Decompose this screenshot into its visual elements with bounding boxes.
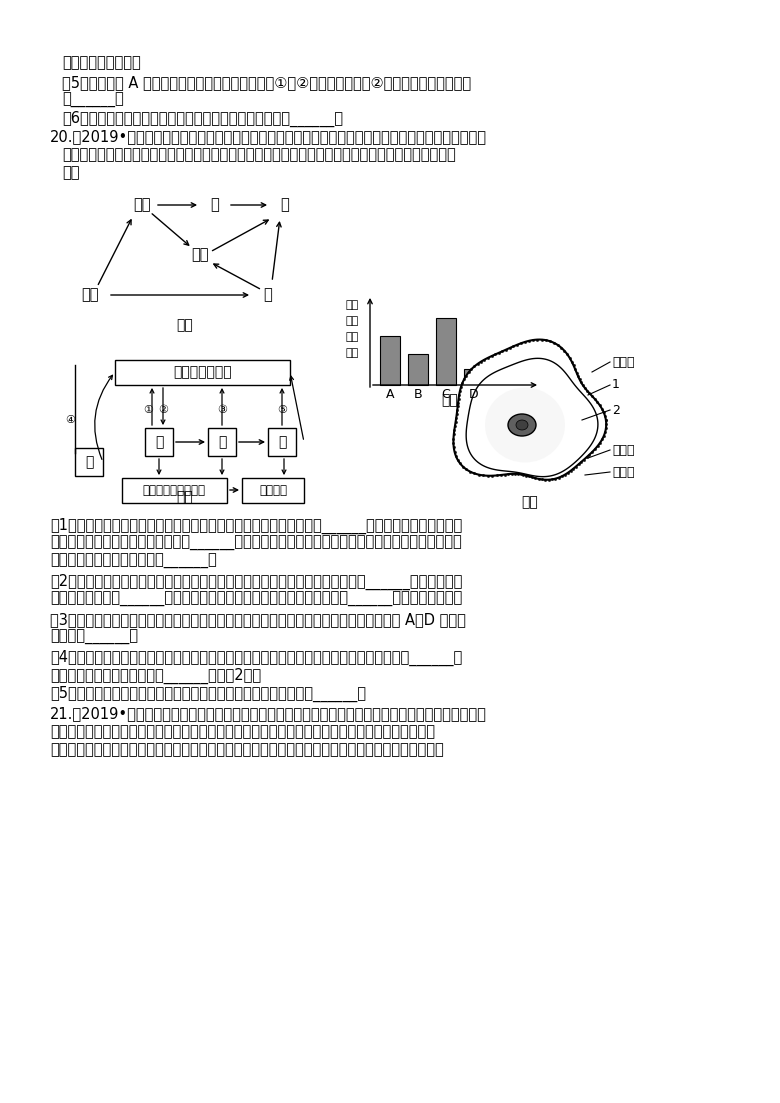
Polygon shape [453, 340, 606, 480]
Ellipse shape [485, 387, 565, 462]
Text: 图三: 图三 [176, 490, 193, 504]
Text: 有的有毒物质最少。: 有的有毒物质最少。 [62, 55, 140, 69]
Bar [122, 478, 227, 503]
Text: 题：: 题： [62, 165, 80, 180]
Text: 野兔: 野兔 [133, 197, 151, 213]
Text: C: C [441, 388, 450, 401]
Text: 20.（2019•市南区二模）图一表示草原生态系统中部分生物间的捕食关系，图二表示有毒物质在生物体内: 20.（2019•市南区二模）图一表示草原生态系统中部分生物间的捕食关系，图二表… [50, 129, 487, 144]
Text: 2: 2 [612, 404, 620, 417]
Text: 间的关系示意图，甲、乙存在捕食关系，饼形图表示它们体内有毒物质的相对含量，请回答下列问题：: 间的关系示意图，甲、乙存在捕食关系，饼形图表示它们体内有毒物质的相对含量，请回答… [50, 742, 444, 757]
Text: 丁: 丁 [85, 456, 93, 469]
Text: ⑤: ⑤ [277, 405, 287, 415]
Text: 蛇: 蛇 [281, 197, 289, 213]
Bar [464, 368, 484, 385]
Text: 的相对含量，图三表示生态系统物质循环的全过程，图四是某同学画的植物细胞结构图。请分析回答问: 的相对含量，图三表示生态系统物质循环的全过程，图四是某同学画的植物细胞结构图。请… [62, 147, 456, 162]
Bar [268, 428, 296, 456]
Text: 自然界中的作用是______。图三中能分解有机物，释放能量的生理作用有______（用数字表示）。: 自然界中的作用是______。图三中能分解有机物，释放能量的生理作用有_____… [50, 592, 463, 607]
Text: （4）在生物分类过程中，可以将图一消费者中的野兔、狐玖、鼠分成一类，他们生殖特点是______，: （4）在生物分类过程中，可以将图一消费者中的野兔、狐玖、鼠分成一类，他们生殖特点… [50, 650, 463, 666]
Text: 大气中二氧化碳: 大气中二氧化碳 [173, 365, 232, 379]
Text: ④: ④ [65, 415, 75, 425]
Text: 甲: 甲 [154, 435, 163, 449]
Text: 1: 1 [612, 378, 620, 392]
Text: 有相: 有相 [346, 300, 359, 310]
Text: 质量: 质量 [346, 349, 359, 358]
Bar [115, 360, 290, 385]
Text: 植物: 植物 [81, 288, 99, 302]
Text: 图一中的______。: 图一中的______。 [50, 630, 138, 645]
Text: （5）图四是某同学画的植物细胞结构图，请指出其中的错误之处：______。: （5）图四是某同学画的植物细胞结构图，请指出其中的错误之处：______。 [50, 686, 366, 703]
Text: 图四: 图四 [522, 495, 538, 508]
Text: 实习和考察，图一是同学们在调查海洋生态系统时绘制的食物网简图，图二表该生态系统中各成分之: 实习和考察，图一是同学们在调查海洋生态系统时绘制的食物网简图，图二表该生态系统中… [50, 724, 435, 739]
Text: A: A [386, 388, 394, 401]
Text: ③: ③ [217, 405, 227, 415]
Text: 节能力不如森林生态系统强，原因是______，草场具有防风固沙的作用，鼠的数量激增又会破坏草场，: 节能力不如森林生态系统强，原因是______，草场具有防风固沙的作用，鼠的数量激… [50, 536, 462, 552]
Text: 的______。: 的______。 [62, 93, 124, 108]
Bar [408, 353, 428, 385]
Ellipse shape [516, 420, 528, 430]
Text: 从生物与环境的关系角度说明______。: 从生物与环境的关系角度说明______。 [50, 554, 217, 569]
Text: 狐玖: 狐玖 [191, 247, 209, 263]
Text: 21.（2019•市北区一模）美丽的青岛市著名的旅游度假区，其丰富的海洋生物资源也吸引了很多学生前来: 21.（2019•市北区一模）美丽的青岛市著名的旅游度假区，其丰富的海洋生物资源… [50, 706, 487, 721]
Bar [208, 428, 236, 456]
Bar [75, 448, 103, 476]
Text: D: D [470, 388, 479, 401]
Text: 细胞膜: 细胞膜 [612, 355, 634, 368]
Text: 叶绿体: 叶绿体 [612, 465, 634, 479]
Text: 动植物遗体及排泄物: 动植物遗体及排泄物 [143, 483, 205, 496]
Text: （3）图二所示有毒物质在生物体内的相对含量反映的是图一中的一条食物链，其中图二中 A、D 分别是: （3）图二所示有毒物质在生物体内的相对含量反映的是图一中的一条食物链，其中图二中… [50, 612, 466, 627]
Text: 丙: 丙 [278, 435, 286, 449]
Text: 图一: 图一 [176, 318, 193, 332]
Text: 图二: 图二 [441, 393, 459, 407]
Ellipse shape [508, 414, 536, 436]
Text: 鹰: 鹰 [211, 197, 219, 213]
Text: （2）在草原生态系统中，除了图一所示生物外，还缺少一类生物，即是图三中的______，此类生物在: （2）在草原生态系统中，除了图一所示生物外，还缺少一类生物，即是图三中的____… [50, 574, 463, 590]
Text: B: B [413, 388, 422, 401]
Text: （5）图二中的 A 在生态系统中能进行两种生理活动①和②，通过生理活动②有效的维持了生物圈中: （5）图二中的 A 在生态系统中能进行两种生理活动①和②，通过生理活动②有效的维… [62, 75, 471, 90]
Bar [242, 478, 304, 503]
Text: ②: ② [158, 405, 168, 415]
Text: （6）此食物网中的动物所属的类群从低等到高等的排序是______。: （6）此食物网中的动物所属的类群从低等到高等的排序是______。 [62, 111, 343, 127]
Text: 鼠: 鼠 [264, 288, 272, 302]
Text: 鹰适于飞行的内部结构特点是______。（卶2条）: 鹰适于飞行的内部结构特点是______。（卶2条） [50, 668, 261, 684]
Text: （1）图一表示草原生态系统，其中生物之间存在捕食和竞争关系的是______，草原生态系统的自动调: （1）图一表示草原生态系统，其中生物之间存在捕食和竞争关系的是______，草原… [50, 518, 463, 534]
Text: 物含: 物含 [346, 332, 359, 342]
Text: 细胞质: 细胞质 [612, 443, 634, 457]
Text: ①: ① [143, 405, 153, 415]
Text: 乙: 乙 [218, 435, 226, 449]
Bar [436, 318, 456, 385]
Text: 石油、煤: 石油、煤 [259, 483, 287, 496]
Bar [145, 428, 173, 456]
Bar [380, 335, 400, 385]
Text: 毒对: 毒对 [346, 315, 359, 326]
